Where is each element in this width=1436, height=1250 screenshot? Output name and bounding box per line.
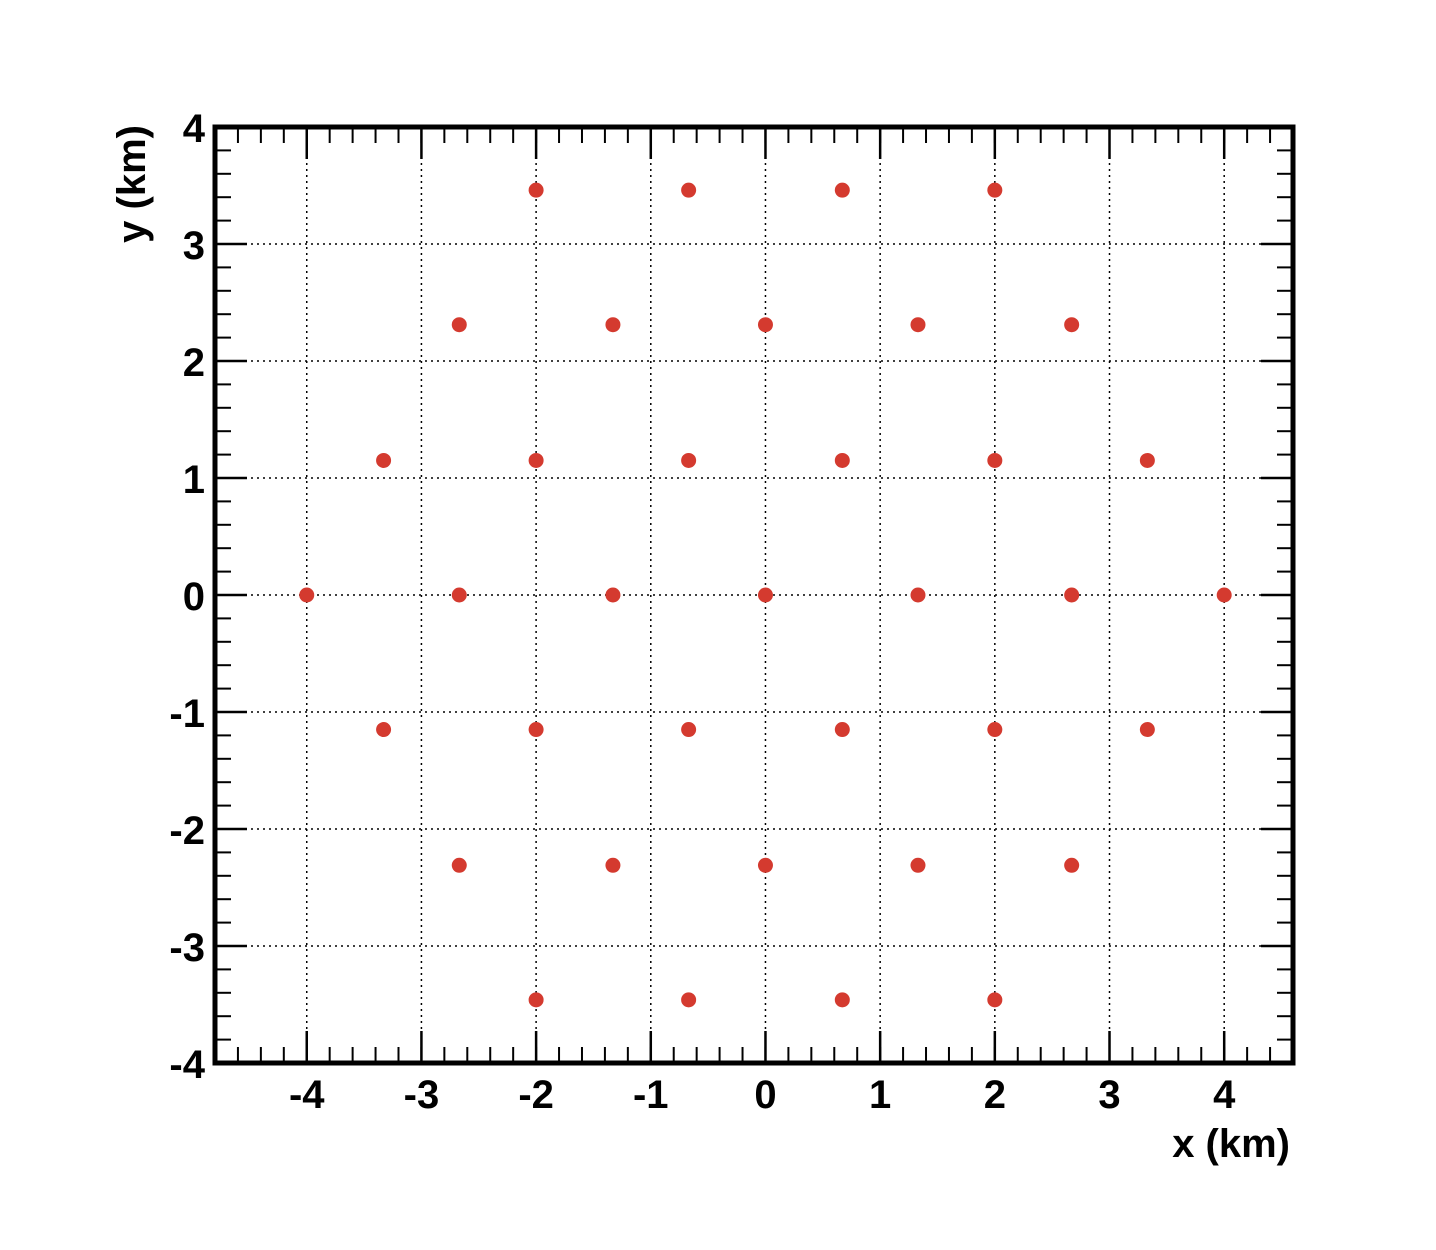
data-point: [987, 452, 1003, 468]
data-point: [834, 722, 850, 738]
data-point: [834, 992, 850, 1008]
y-tick-labels: -4 -3 -2 -1 0 1 2 3 4: [169, 107, 205, 1087]
y-tick-label: -3: [169, 926, 205, 970]
x-tick-label: -3: [404, 1073, 440, 1117]
data-point: [528, 182, 544, 198]
plot-frame: [212, 124, 1296, 1066]
x-tick-labels: -4 -3 -2 -1 0 1 2 3 4: [289, 1073, 1236, 1117]
data-point: [451, 317, 467, 333]
data-point: [681, 722, 697, 738]
data-point: [1064, 857, 1080, 873]
data-point: [376, 722, 392, 738]
data-point: [757, 857, 773, 873]
data-point: [1139, 452, 1155, 468]
data-point: [605, 857, 621, 873]
data-point: [376, 452, 392, 468]
y-tick-label: 2: [183, 341, 205, 385]
x-tick-label: 1: [869, 1073, 891, 1117]
grid-lines: [215, 127, 1293, 1063]
y-tick-label: 4: [183, 107, 206, 151]
data-point: [987, 722, 1003, 738]
x-tick-label: 0: [754, 1073, 776, 1117]
y-tick-label: -4: [169, 1043, 205, 1087]
data-point: [528, 992, 544, 1008]
data-point: [834, 182, 850, 198]
data-point: [910, 587, 926, 603]
data-point: [605, 317, 621, 333]
data-point: [757, 587, 773, 603]
data-point: [987, 182, 1003, 198]
x-tick-label: 4: [1213, 1073, 1236, 1117]
major-ticks: [215, 125, 1293, 1065]
data-point: [528, 722, 544, 738]
data-point: [1139, 722, 1155, 738]
y-tick-label: 1: [183, 458, 205, 502]
data-point: [605, 587, 621, 603]
data-point: [451, 857, 467, 873]
y-tick-label: 3: [183, 224, 205, 268]
data-point: [1064, 587, 1080, 603]
x-tick-label: -1: [633, 1073, 669, 1117]
data-point: [528, 452, 544, 468]
x-tick-label: 2: [984, 1073, 1006, 1117]
data-point: [681, 992, 697, 1008]
data-point: [1216, 587, 1232, 603]
y-tick-label: -2: [169, 809, 205, 853]
x-axis-label: x (km): [1172, 1122, 1290, 1166]
data-point: [451, 587, 467, 603]
data-points: [299, 182, 1232, 1008]
data-point: [910, 317, 926, 333]
data-point: [834, 452, 850, 468]
x-tick-label: -4: [289, 1073, 325, 1117]
x-tick-label: 3: [1098, 1073, 1120, 1117]
y-tick-label: -1: [169, 692, 205, 736]
y-tick-label: 0: [183, 575, 205, 619]
data-point: [1064, 317, 1080, 333]
data-point: [987, 992, 1003, 1008]
x-tick-label: -2: [518, 1073, 554, 1117]
y-axis-label: y (km): [110, 125, 154, 243]
data-point: [681, 452, 697, 468]
data-point: [299, 587, 315, 603]
data-point: [681, 182, 697, 198]
data-point: [910, 857, 926, 873]
data-point: [757, 317, 773, 333]
